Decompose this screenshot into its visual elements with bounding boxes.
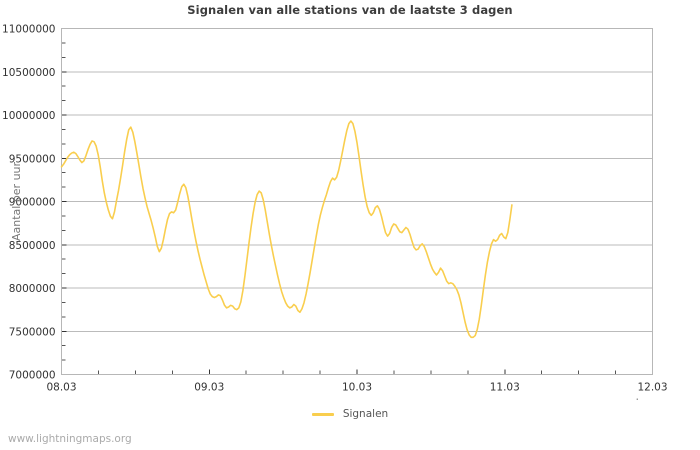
y-tick-label: 7500000: [9, 326, 56, 338]
minor-tick-marks: [61, 42, 617, 375]
chart-title: Signalen van alle stations van de laatst…: [187, 3, 513, 17]
y-tick-label: 9500000: [9, 153, 56, 165]
x-tick-label: 08.03: [46, 382, 76, 394]
y-tick-label: 11000000: [2, 24, 55, 36]
gridlines: [61, 71, 653, 332]
data-series-lines: [60, 120, 513, 339]
x-tick-label: 12.03: [637, 382, 667, 394]
x-axis-title: dag: [632, 397, 653, 401]
y-axis-tick-labels: 7000000 7500000 8000000 8500000 9000000 95000…: [2, 24, 55, 382]
x-tick-label: 10.03: [342, 382, 372, 394]
plot-frame: [61, 28, 653, 375]
series-line-signalen: [60, 120, 513, 339]
y-tick-label: 8000000: [9, 283, 56, 295]
chart-plot-area: 7000000 7500000 8000000 8500000 9000000 95000…: [2, 24, 667, 401]
y-tick-label: 7000000: [9, 370, 56, 382]
x-axis-tick-labels: 08.03 09.03 10.03 11.03 12.03: [46, 382, 667, 394]
y-tick-label: 10500000: [2, 67, 55, 79]
y-axis-title: Aantal per uur: [10, 161, 23, 241]
legend-label-signalen: Signalen: [342, 408, 389, 420]
x-tick-label: 09.03: [194, 382, 224, 394]
y-tick-label: 10000000: [2, 110, 55, 122]
y-tick-label: 8500000: [9, 240, 56, 252]
y-tick-label: 9000000: [9, 197, 56, 209]
chart-legend: Signalen: [0, 408, 700, 420]
legend-swatch-signalen: [311, 412, 334, 416]
x-tick-label: 11.03: [490, 382, 520, 394]
watermark: www.lightningmaps.org: [8, 433, 132, 445]
